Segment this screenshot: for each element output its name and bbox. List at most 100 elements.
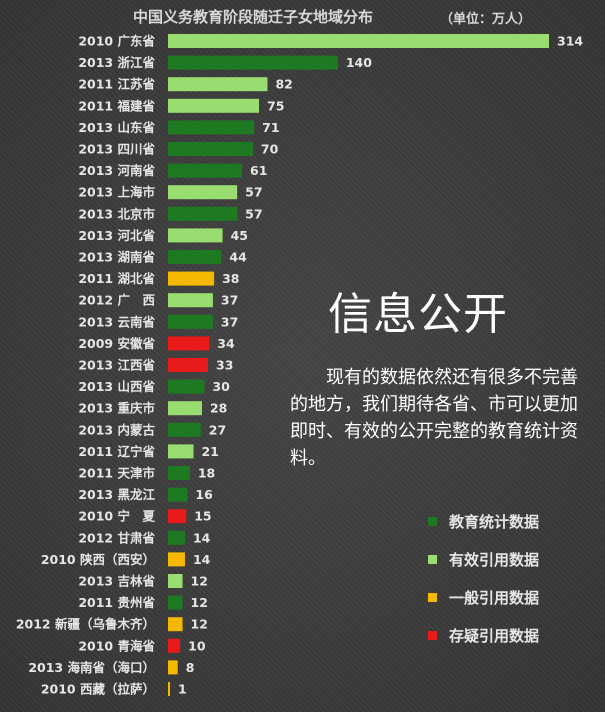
value-label: 1	[178, 682, 187, 697]
bar	[168, 358, 209, 372]
bar	[168, 466, 190, 480]
bar	[168, 422, 201, 437]
value-label: 16	[195, 487, 213, 502]
value-label: 28	[210, 401, 227, 416]
legend-item-general-cite: 一般引用数据	[428, 586, 539, 608]
category-label: 2010 陕西（西安）	[41, 552, 155, 567]
category-label: 2013 河北省	[78, 228, 155, 243]
category-label: 2011 湖北省	[78, 271, 155, 286]
bar	[168, 228, 223, 243]
category-label: 2012 甘肃省	[78, 530, 155, 545]
category-label: 2013 黑龙江	[78, 487, 155, 502]
value-label: 82	[275, 77, 292, 92]
bar	[168, 98, 260, 113]
value-label: 14	[193, 530, 211, 545]
value-label: 44	[229, 250, 247, 265]
category-label: 2013 北京市	[78, 206, 155, 221]
bar	[168, 163, 243, 178]
bar	[168, 595, 183, 610]
slide-heading: 信息公开	[328, 289, 508, 340]
value-label: 18	[198, 466, 215, 481]
value-label: 8	[186, 660, 195, 675]
bar	[168, 660, 178, 675]
category-label: 2011 辽宁省	[78, 444, 155, 459]
bar	[168, 487, 188, 502]
category-label: 2011 贵州省	[78, 595, 155, 610]
category-label: 2010 宁 夏	[78, 509, 155, 524]
category-label: 2011 福建省	[78, 98, 155, 113]
legend-swatch-edu-stats	[428, 516, 437, 526]
category-label: 2011 江苏省	[78, 77, 155, 92]
value-label: 12	[191, 574, 208, 589]
value-label: 314	[557, 34, 583, 49]
bar	[168, 314, 213, 329]
legend-item-valid-cite: 有效引用数据	[428, 548, 539, 570]
category-label: 2013 山东省	[78, 120, 155, 135]
category-label: 2010 青海省	[78, 638, 155, 653]
bar	[168, 293, 213, 308]
legend-label-general-cite: 一般引用数据	[449, 588, 540, 607]
category-label: 2013 河南省	[78, 163, 155, 178]
bar	[168, 530, 185, 545]
value-label: 34	[217, 336, 235, 351]
bar	[168, 574, 183, 588]
legend-swatch-valid-cite	[428, 554, 437, 564]
bar	[168, 336, 210, 351]
value-label: 12	[191, 617, 208, 632]
legend-label-edu-stats: 教育统计数据	[449, 512, 540, 531]
bar	[168, 617, 183, 632]
legend-label-doubtful-cite: 存疑引用数据	[449, 626, 540, 645]
value-label: 10	[188, 638, 206, 653]
category-label: 2009 安徽省	[78, 336, 155, 351]
category-label: 2013 湖南省	[78, 250, 155, 265]
category-label: 2013 云南省	[78, 314, 155, 329]
value-label: 57	[245, 185, 262, 200]
legend-item-doubtful-cite: 存疑引用数据	[428, 624, 539, 646]
category-label: 2013 四川省	[78, 142, 155, 157]
legend-swatch-general-cite	[428, 592, 437, 602]
category-label: 2011 天津市	[78, 466, 155, 481]
bar	[168, 401, 202, 416]
category-label: 2013 内蒙古	[78, 422, 155, 437]
category-label: 2010 广东省	[78, 34, 155, 49]
unit-label: （单位：万人）	[440, 12, 532, 27]
bar	[168, 509, 187, 524]
value-label: 75	[267, 98, 284, 113]
category-label: 2013 江西省	[78, 358, 155, 373]
bar	[168, 682, 170, 696]
value-label: 37	[221, 293, 238, 308]
category-label: 2013 吉林省	[78, 574, 155, 589]
category-label: 2013 海南省（海口）	[28, 660, 155, 675]
bar	[168, 142, 253, 156]
value-label: 37	[221, 314, 238, 329]
legend-item-edu-stats: 教育统计数据	[428, 510, 539, 532]
category-label: 2013 上海市	[78, 185, 155, 200]
bar	[168, 55, 338, 70]
category-label: 2010 西藏（拉萨）	[41, 682, 155, 697]
value-label: 71	[262, 120, 279, 135]
bar	[168, 34, 549, 48]
title-bar: 中国义务教育阶段随迁子女地域分布 （单位：万人）	[0, 0, 605, 34]
value-label: 27	[209, 422, 226, 437]
legend-swatch-doubtful-cite	[428, 630, 437, 640]
value-label: 12	[191, 595, 208, 610]
slide-body: 现有的数据依然还有很多不完善的地方，我们期待各省、市可以更加即时、有效的公开完整…	[290, 367, 578, 469]
bar	[168, 185, 238, 200]
value-label: 30	[212, 379, 230, 394]
bar	[168, 206, 238, 221]
value-label: 70	[261, 142, 279, 157]
chart-title: 中国义务教育阶段随迁子女地域分布	[133, 8, 374, 26]
bar	[168, 120, 255, 135]
bar	[168, 271, 215, 286]
value-label: 15	[194, 509, 211, 524]
category-label: 2013 浙江省	[78, 55, 155, 70]
value-label: 33	[216, 358, 233, 373]
value-label: 140	[346, 55, 372, 70]
category-label: 2013 重庆市	[78, 401, 155, 416]
category-label: 2012 新疆（乌鲁木齐）	[16, 617, 155, 632]
bar	[168, 552, 185, 567]
value-label: 45	[231, 228, 248, 243]
value-label: 57	[245, 206, 262, 221]
